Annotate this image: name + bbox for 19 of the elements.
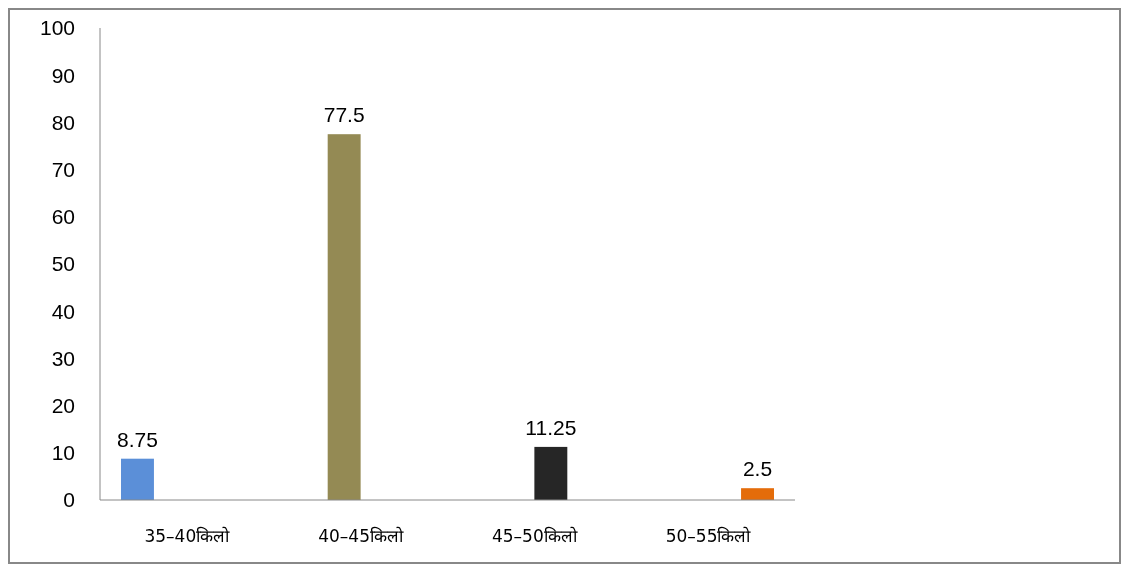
y-tick-label: 90 [51, 63, 75, 87]
y-tick-label: 0 [63, 488, 75, 512]
data-label: 11.25 [525, 415, 577, 439]
y-tick-label: 100 [39, 16, 75, 40]
data-label: 8.75 [117, 427, 158, 451]
x-tick-label: 35–40किलो [144, 526, 231, 546]
x-tick-label: 40–45किलो [318, 526, 405, 546]
y-tick-label: 40 [51, 299, 75, 323]
y-tick-label: 80 [51, 110, 75, 134]
data-label: 77.5 [323, 103, 365, 127]
y-tick-label: 50 [51, 252, 75, 276]
y-tick-label: 30 [51, 346, 75, 370]
data-label: 2.5 [742, 457, 773, 481]
y-tick-label: 60 [51, 205, 75, 229]
y-tick-label: 10 [51, 441, 75, 465]
y-tick-label: 70 [51, 157, 75, 181]
x-tick-label: 50–55किलो [665, 526, 752, 546]
x-tick-label: 45–50किलो [491, 526, 578, 546]
y-tick-label: 20 [51, 393, 75, 417]
